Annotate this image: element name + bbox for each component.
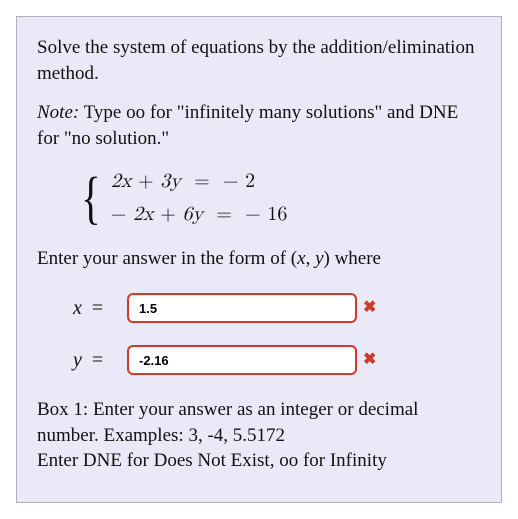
note-text: Type oo for "infinitely many solutions" … [37, 102, 458, 149]
x-input[interactable] [137, 300, 347, 317]
equation-line-2: − 2x + 6y = − 16 [111, 201, 288, 228]
instructions-line-1: Box 1: Enter your answer as an integer o… [37, 397, 481, 448]
answer-block: x = ✖ y = ✖ [73, 293, 481, 375]
instructions-line-2: Enter DNE for Does Not Exist, oo for Inf… [37, 448, 481, 474]
y-input[interactable] [137, 352, 347, 369]
x-equals-label: x = [73, 295, 127, 322]
answer-hint-pre: Enter your answer in the form of [37, 248, 291, 269]
answer-hint-post: where [330, 248, 381, 269]
equation-system: { 2x + 3y = − 2 − 2x + 6y = − 16 [77, 168, 481, 228]
brace-icon: { [81, 169, 100, 227]
y-input-wrap[interactable] [127, 345, 357, 375]
instructions: Box 1: Enter your answer as an integer o… [37, 397, 481, 474]
answer-hint: Enter your answer in the form of (x, y) … [37, 246, 481, 272]
answer-row-y: y = ✖ [73, 345, 481, 375]
equation-line-1: 2x + 3y = − 2 [111, 168, 288, 195]
wrong-mark-icon: ✖ [363, 297, 376, 319]
answer-row-x: x = ✖ [73, 293, 481, 323]
question-panel: Solve the system of equations by the add… [16, 16, 502, 503]
y-equals-label: y = [73, 347, 127, 374]
note-label: Note: [37, 102, 79, 123]
wrong-mark-icon: ✖ [363, 349, 376, 371]
x-input-wrap[interactable] [127, 293, 357, 323]
question-note: Note: Type oo for "infinitely many solut… [37, 100, 481, 151]
question-prompt: Solve the system of equations by the add… [37, 35, 481, 86]
